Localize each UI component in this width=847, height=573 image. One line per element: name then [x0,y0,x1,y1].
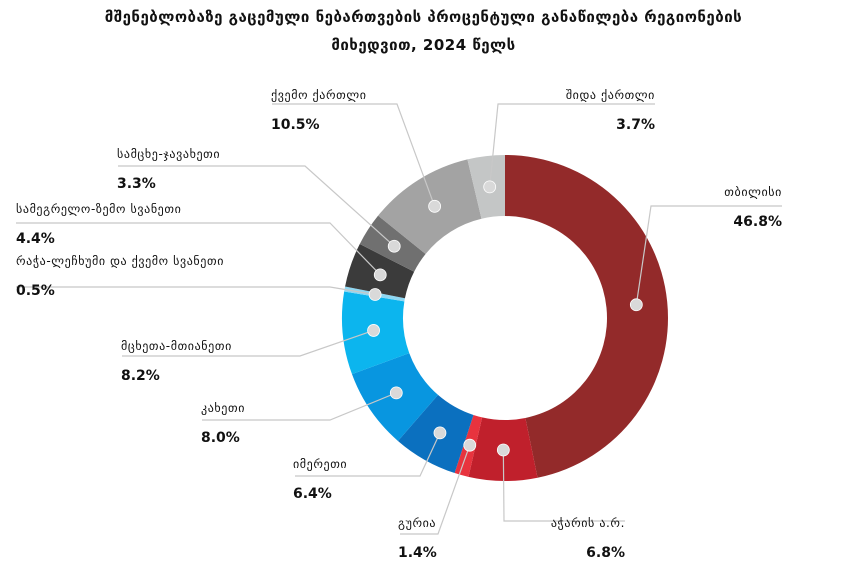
slice-label-value-0: 46.8% [733,214,782,230]
leader-lines [16,103,782,535]
leader-line-6 [16,286,376,296]
slice-label-value-6: 0.5% [16,283,55,299]
slice-marker-5 [367,324,380,337]
leader-line-10 [489,103,655,187]
slice-label-name-3: იმერეთი [293,457,347,471]
slice-marker-7 [373,268,387,282]
slice-label-name-8: სამცხე-ჯავახეთი [117,147,220,161]
leader-line-4 [202,392,397,421]
slice-label-name-9: ქვემო ქართლი [271,88,367,102]
slice-label-value-1: 6.8% [586,545,625,561]
slice-label-value-4: 8.0% [201,430,240,446]
slice-label-name-7: სამეგრელო-ზემო სვანეთი [16,202,181,216]
slice-label-value-10: 3.7% [616,117,655,133]
slice-label-name-6: რაჭა-ლეჩხუმი და ქვემო სვანეთი [16,254,224,268]
slice-marker-6 [368,288,382,301]
leader-line-8 [118,165,395,247]
slice-labels: თბილისი 46.8% აჭარის ა.რ. 6.8% გურია 1.4% იმერ… [16,88,782,561]
slice-label-name-1: აჭარის ა.რ. [551,516,625,530]
slice-label-value-9: 10.5% [271,117,320,133]
leader-line-2 [400,445,471,535]
slice-marker-0 [629,298,643,312]
slice-marker-3 [433,426,447,440]
leader-line-7 [16,222,381,276]
chart-title-line1: მშენებლობაზე გაცემული ნებართვების პროცენ… [104,8,743,26]
slice-label-name-4: კახეთი [201,401,245,415]
leader-line-5 [122,329,374,357]
slice-marker-1 [496,443,510,457]
slice-label-value-8: 3.3% [117,176,156,192]
leader-line-9 [272,103,436,207]
slice-label-value-7: 4.4% [16,231,55,247]
slice-marker-2 [463,438,477,452]
slice-marker-10 [483,180,497,194]
slice-marker-4 [389,386,403,400]
donut-slices [342,155,668,481]
slice-label-name-2: გურია [398,516,436,530]
slice-label-name-5: მცხეთა-მთიანეთი [121,339,232,353]
leader-line-1 [502,449,625,522]
slice-0 [505,155,668,478]
slice-label-name-10: შიდა ქართლი [566,88,655,102]
slice-label-value-3: 6.4% [293,486,332,502]
leader-line-3 [295,432,441,477]
chart-title-line2: მიხედვით, 2024 წელს [331,36,516,54]
slice-marker-9 [428,199,442,213]
leader-line-0 [635,205,782,305]
slice-label-name-0: თბილისი [724,185,782,199]
slice-marker-8 [387,239,401,253]
slice-label-value-5: 8.2% [121,368,160,384]
slice-markers [367,180,643,457]
slice-label-value-2: 1.4% [398,545,437,561]
